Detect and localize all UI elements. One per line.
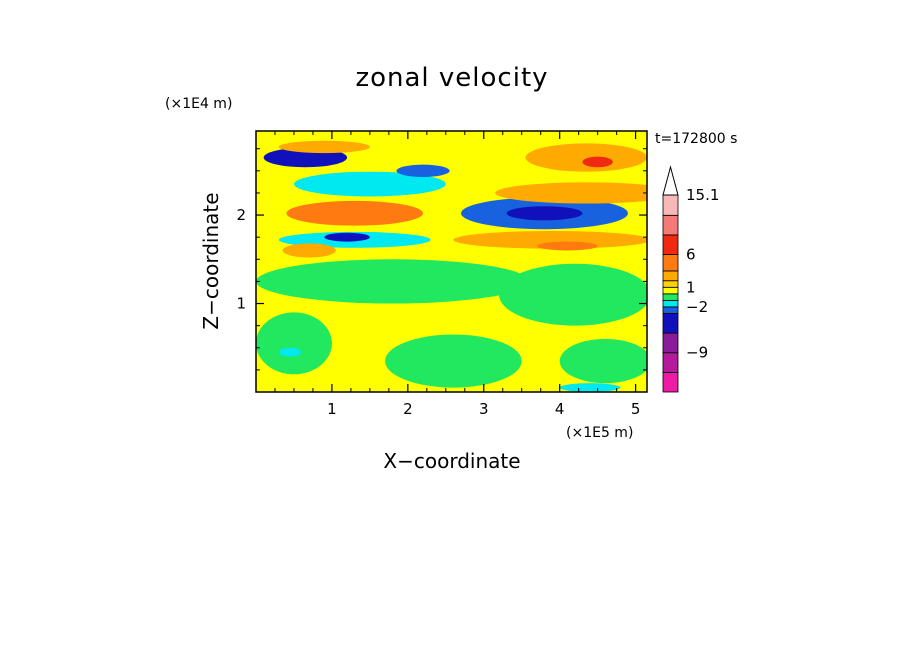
colorbar-bin-4 bbox=[662, 306, 679, 314]
contour-region-2 bbox=[396, 164, 450, 178]
colorbar-bin-5 bbox=[662, 299, 679, 308]
x-axis-label: X−coordinate bbox=[383, 449, 520, 473]
contour-region-5 bbox=[582, 156, 613, 168]
contour-region-6 bbox=[286, 200, 424, 226]
colorbar-label: 6 bbox=[686, 246, 696, 264]
contour-region-16 bbox=[498, 263, 647, 326]
colorbar-bin-1 bbox=[662, 352, 679, 373]
y-axis: 12 bbox=[236, 148, 647, 371]
contour-region-1 bbox=[293, 171, 446, 197]
colorbar-bin-10 bbox=[662, 254, 679, 272]
colorbar-bin-12 bbox=[662, 214, 679, 236]
x-tick-label: 4 bbox=[555, 400, 565, 418]
colorbar-bin-9 bbox=[662, 270, 679, 282]
colorbar-label: 1 bbox=[686, 278, 696, 296]
contour-region-14 bbox=[282, 243, 336, 258]
x-axis: 1 2 3 4 5 bbox=[274, 131, 641, 418]
x-tick-label: 2 bbox=[403, 400, 413, 418]
colorbar-overflow-arrow bbox=[662, 165, 679, 196]
y-tick-label: 1 bbox=[236, 295, 246, 313]
colorbar-bin-13 bbox=[662, 194, 679, 216]
colorbar: 15.1 6 1 −2 −9 bbox=[662, 165, 719, 393]
chart-title: zonal velocity bbox=[355, 63, 548, 93]
colorbar-label: −9 bbox=[686, 344, 708, 362]
colorbar-bin-3 bbox=[662, 313, 679, 334]
x-tick-label: 5 bbox=[631, 400, 641, 418]
contour-region-15 bbox=[256, 259, 530, 304]
contour-region-4 bbox=[525, 143, 647, 172]
time-label: t=172800 s bbox=[655, 131, 737, 147]
y-unit-label: (×1E4 m) bbox=[165, 96, 232, 112]
colorbar-bin-0 bbox=[662, 371, 679, 393]
y-axis-label: Z−coordinate bbox=[199, 192, 223, 329]
x-tick-label: 1 bbox=[327, 400, 337, 418]
colorbar-label: −2 bbox=[686, 298, 708, 316]
colorbar-bin-2 bbox=[662, 332, 679, 354]
contour-region-17 bbox=[256, 312, 332, 375]
contour-region-11 bbox=[536, 241, 598, 251]
contour-region-13 bbox=[324, 232, 370, 242]
contour-region-3 bbox=[278, 140, 370, 154]
contour-region-9 bbox=[495, 182, 647, 204]
x-unit-label: (×1E5 m) bbox=[566, 425, 633, 441]
contour-region-21 bbox=[559, 383, 621, 392]
x-tick-label: 3 bbox=[479, 400, 489, 418]
contour-region-18 bbox=[385, 334, 522, 388]
colorbar-bin-7 bbox=[662, 286, 679, 295]
contour-region-20 bbox=[278, 347, 302, 357]
contour-field bbox=[256, 131, 647, 392]
colorbar-label: 15.1 bbox=[686, 186, 719, 204]
colorbar-bin-11 bbox=[662, 234, 679, 255]
contour-region-10 bbox=[453, 230, 647, 249]
y-tick-label: 2 bbox=[236, 206, 246, 224]
contour-region-8 bbox=[506, 206, 583, 221]
contour-region-19 bbox=[559, 338, 647, 384]
plot-frame bbox=[255, 130, 648, 393]
colorbar-bin-8 bbox=[662, 280, 679, 288]
colorbar-bin-6 bbox=[662, 293, 679, 301]
